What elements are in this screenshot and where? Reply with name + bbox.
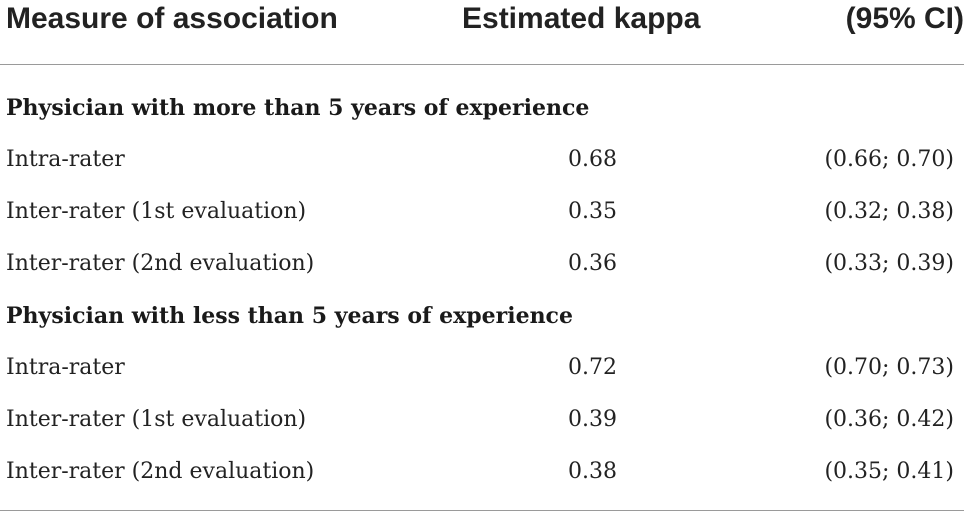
table-row: Inter-rater (1st evaluation) 0.35 (0.32;… (0, 197, 968, 237)
row-ci: (0.36; 0.42) (824, 407, 954, 432)
section-title: Physician with more than 5 years of expe… (6, 95, 590, 121)
table-bottom-divider (0, 510, 964, 511)
row-label: Inter-rater (2nd evaluation) (6, 459, 315, 484)
table-row: Inter-rater (1st evaluation) 0.39 (0.36;… (0, 405, 968, 445)
row-kappa: 0.68 (568, 147, 617, 172)
row-ci: (0.35; 0.41) (824, 459, 954, 484)
table-row: Inter-rater (2nd evaluation) 0.36 (0.33;… (0, 249, 968, 289)
table-header: Measure of association Estimated kappa (… (0, 0, 968, 44)
row-kappa: 0.36 (568, 251, 617, 276)
row-kappa: 0.72 (568, 355, 617, 380)
row-ci: (0.33; 0.39) (824, 251, 954, 276)
column-header-kappa: Estimated kappa (462, 2, 701, 35)
row-kappa: 0.35 (568, 199, 617, 224)
column-header-measure: Measure of association (6, 2, 338, 35)
table-row: Intra-rater 0.68 (0.66; 0.70) (0, 145, 968, 185)
row-label: Inter-rater (2nd evaluation) (6, 251, 315, 276)
column-header-ci: (95% CI) (845, 2, 964, 35)
section-title: Physician with less than 5 years of expe… (6, 303, 573, 329)
header-divider (0, 64, 964, 65)
row-label: Inter-rater (1st evaluation) (6, 407, 307, 432)
row-ci: (0.32; 0.38) (824, 199, 954, 224)
table-row: Intra-rater 0.72 (0.70; 0.73) (0, 353, 968, 393)
row-kappa: 0.38 (568, 459, 617, 484)
row-kappa: 0.39 (568, 407, 617, 432)
row-ci: (0.66; 0.70) (824, 147, 954, 172)
row-ci: (0.70; 0.73) (824, 355, 954, 380)
row-label: Inter-rater (1st evaluation) (6, 199, 307, 224)
table-row: Inter-rater (2nd evaluation) 0.38 (0.35;… (0, 457, 968, 497)
row-label: Intra-rater (6, 147, 125, 172)
row-label: Intra-rater (6, 355, 125, 380)
